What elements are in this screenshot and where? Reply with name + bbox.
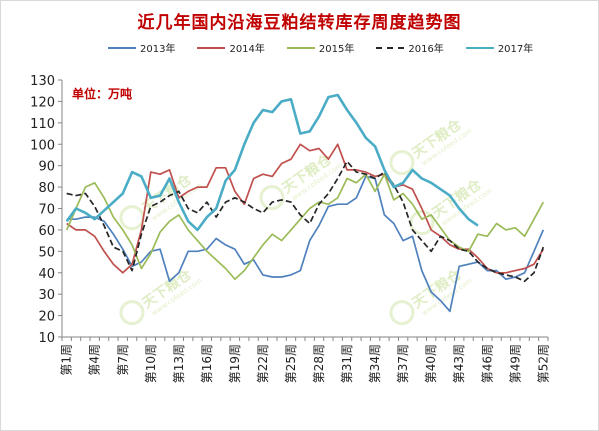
x-tick-label: 第28周 <box>312 344 326 383</box>
x-tick-label: 第46周 <box>480 344 494 383</box>
legend-item-2014: 2014年 <box>197 40 265 55</box>
legend-swatch-2015 <box>286 46 315 49</box>
legend-swatch-2017 <box>465 46 494 49</box>
series-line-2016年 <box>66 160 545 283</box>
watermark-layer: 天下粮仓www.cofeed.com天下粮仓www.cofeed.com天下粮仓… <box>119 115 494 326</box>
unit-label: 单位：万吨 <box>72 87 133 101</box>
x-tick-label: 第52周 <box>536 344 550 383</box>
x-tick-label: 第40周 <box>424 344 438 383</box>
watermark-logo-icon <box>119 300 145 326</box>
legend-item-2017: 2017年 <box>465 40 534 55</box>
x-tick-label: 第22周 <box>256 344 270 383</box>
chart-title: 近几年国内沿海豆粕结转库存周度趋势图 <box>137 13 462 33</box>
legend-item-2015: 2015年 <box>286 40 355 55</box>
y-tick-label: 130 <box>30 74 55 89</box>
watermark-logo-icon <box>259 185 285 211</box>
x-tick-label: 第19周 <box>228 344 242 383</box>
legend-item-2013: 2013年 <box>108 40 175 55</box>
x-tick-label: 第25周 <box>284 344 298 383</box>
legend-label-2015: 2015年 <box>318 44 355 55</box>
y-tick-label: 70 <box>38 203 55 218</box>
series-lines <box>65 93 545 313</box>
y-tick-label: 90 <box>38 160 55 175</box>
x-tick-label: 第10周 <box>144 344 158 383</box>
series-line-2013年 <box>66 175 545 313</box>
x-tick-label: 第37周 <box>396 344 410 383</box>
axes: 102030405060708090100110120130第1周 第4周 第7周第… <box>30 74 550 383</box>
series-line-2017年 <box>65 93 479 232</box>
legend-swatch-2016 <box>376 46 405 49</box>
x-tick-label: 第13周 <box>172 344 186 383</box>
y-tick-label: 100 <box>30 138 55 153</box>
legend-label-2016: 2016年 <box>408 44 444 55</box>
chart-legend: 2013年 2014年 2015年 2016年 2017年 <box>108 40 533 55</box>
legend-swatch-2013 <box>108 46 136 49</box>
y-tick-label: 40 <box>38 267 55 282</box>
legend-label-2017: 2017年 <box>497 44 534 55</box>
watermark-logo-icon <box>389 300 415 326</box>
y-tick-label: 120 <box>30 95 55 110</box>
y-tick-label: 80 <box>38 181 55 196</box>
x-tick-label: 第7周 <box>116 344 130 376</box>
x-tick-label: 第34周 <box>368 344 382 383</box>
legend-label-2013: 2013年 <box>140 44 176 55</box>
watermark-logo-icon <box>389 150 415 176</box>
x-tick-label: 第49周 <box>508 344 522 383</box>
y-tick-label: 60 <box>38 224 55 239</box>
y-tick-label: 20 <box>38 310 55 325</box>
x-tick-label: 第4周 <box>88 344 102 376</box>
legend-item-2016: 2016年 <box>376 40 444 55</box>
x-tick-label: 第1周 <box>60 344 74 376</box>
x-tick-label: 第43周 <box>452 344 466 383</box>
legend-label-2014: 2014年 <box>229 44 265 55</box>
y-tick-label: 110 <box>30 117 55 132</box>
y-tick-label: 50 <box>38 245 55 260</box>
x-tick-label: 第31周 <box>340 344 354 383</box>
y-tick-label: 10 <box>38 331 55 346</box>
y-tick-label: 30 <box>38 288 55 303</box>
series-line-2015年 <box>65 173 545 281</box>
legend-swatch-2014 <box>197 46 226 49</box>
watermark-logo-icon <box>119 205 145 231</box>
x-tick-label: 第16周 <box>200 344 214 383</box>
